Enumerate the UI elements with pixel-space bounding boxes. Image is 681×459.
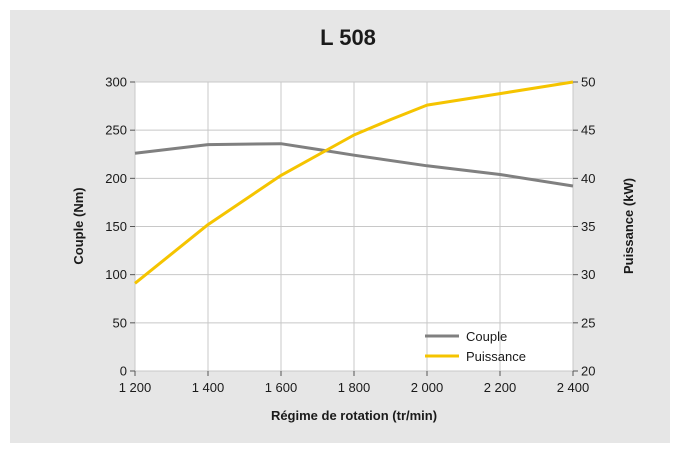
y-right-tick-label: 25 — [581, 315, 595, 330]
y-left-tick-label: 300 — [105, 75, 127, 90]
left-axis-ticks: 0 50 100 150 200 250 300 — [105, 75, 135, 379]
x-axis-ticks: 1 200 1 400 1 600 1 800 2 000 2 200 2 400 — [119, 371, 590, 395]
x-tick-label: 1 600 — [265, 380, 298, 395]
x-axis-label: Régime de rotation (tr/min) — [271, 408, 437, 423]
y-left-tick-label: 100 — [105, 267, 127, 282]
y-left-tick-label: 250 — [105, 123, 127, 138]
y-axis-right-label: Puissance (kW) — [621, 178, 636, 274]
x-tick-label: 1 800 — [338, 380, 371, 395]
y-left-tick-label: 0 — [120, 364, 127, 379]
y-right-tick-label: 50 — [581, 75, 595, 90]
y-right-tick-label: 35 — [581, 219, 595, 234]
legend-label-couple: Couple — [466, 329, 507, 344]
y-right-tick-label: 40 — [581, 171, 595, 186]
x-tick-label: 1 200 — [119, 380, 152, 395]
series-line-couple — [134, 142, 574, 188]
y-left-tick-label: 50 — [113, 315, 127, 330]
legend-label-puissance: Puissance — [466, 349, 526, 364]
legend: Couple Puissance — [425, 329, 526, 364]
x-tick-label: 2 200 — [484, 380, 517, 395]
y-right-tick-label: 30 — [581, 267, 595, 282]
x-tick-label: 2 000 — [411, 380, 444, 395]
series-lines — [134, 80, 574, 285]
y-right-tick-label: 20 — [581, 364, 595, 379]
y-left-tick-label: 150 — [105, 219, 127, 234]
x-tick-label: 1 400 — [192, 380, 225, 395]
y-right-tick-label: 45 — [581, 123, 595, 138]
y-left-tick-label: 200 — [105, 171, 127, 186]
chart-title: L 508 — [320, 25, 376, 50]
right-axis-ticks: 20 25 30 35 40 45 50 — [573, 75, 595, 379]
y-axis-left-label: Couple (Nm) — [71, 187, 86, 264]
x-tick-label: 2 400 — [557, 380, 590, 395]
series-line-puissance — [134, 80, 574, 285]
